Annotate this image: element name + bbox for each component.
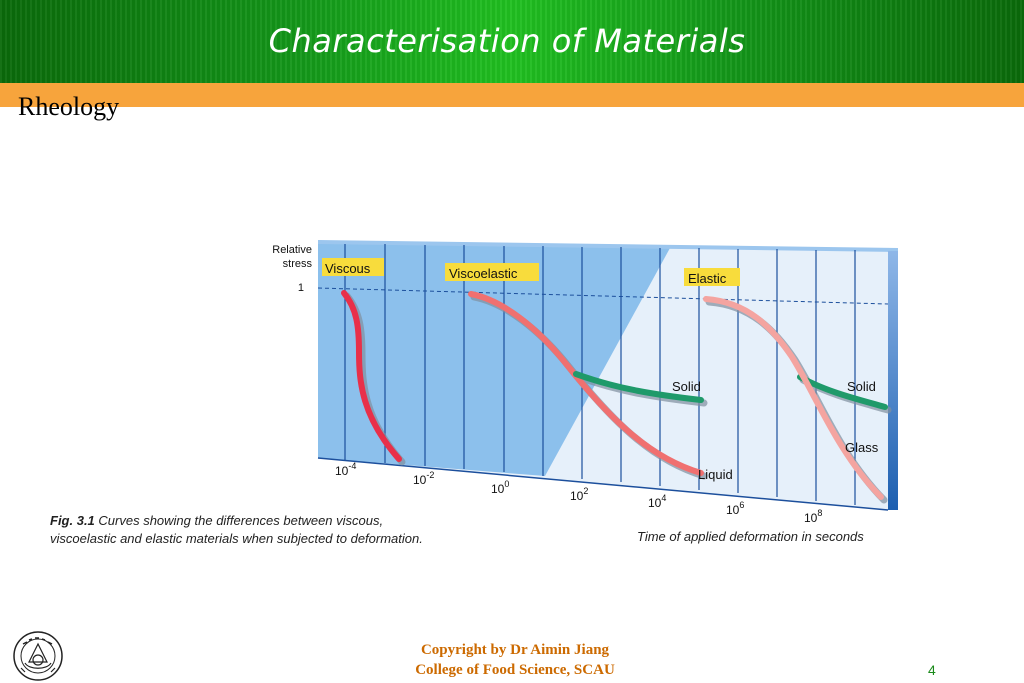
rheology-figure: Viscous Viscoelastic Elastic Solid Liqui… xyxy=(272,240,898,525)
university-seal-icon xyxy=(13,631,63,681)
title-banner: Characterisation of Materials xyxy=(0,0,1024,83)
x-tick-label: 100 xyxy=(491,479,509,496)
solid-label-2: Solid xyxy=(847,379,876,394)
solid-label-1: Solid xyxy=(672,379,701,394)
section-title: Rheology xyxy=(18,92,120,121)
elastic-label-box xyxy=(684,268,740,286)
y-axis-label-relative: Relative xyxy=(272,244,312,256)
glass-label: Glass xyxy=(845,440,879,455)
copyright-line2: College of Food Science, SCAU xyxy=(415,662,615,678)
viscoelastic-label: Viscoelastic xyxy=(449,266,518,281)
x-tick-label: 108 xyxy=(804,508,822,525)
y-tick-1: 1 xyxy=(298,282,304,294)
caption-label: Fig. 3.1 xyxy=(50,513,95,528)
x-tick-label: 10-4 xyxy=(335,461,356,478)
y-axis-label-stress: stress xyxy=(283,258,313,270)
viscoelastic-label-box xyxy=(445,263,539,281)
caption-line2: viscoelastic and elastic materials when … xyxy=(50,531,423,546)
x-tick-label: 106 xyxy=(726,500,744,517)
x-tick-label: 102 xyxy=(570,486,588,503)
x-axis-baseline xyxy=(317,457,889,511)
page-number: 4 xyxy=(928,662,936,678)
slide-title: Characterisation of Materials xyxy=(268,22,746,60)
x-axis-title: Time of applied deformation in seconds xyxy=(637,529,864,544)
viscous-curve xyxy=(341,290,402,462)
elastic-label: Elastic xyxy=(688,271,727,286)
caption-line1: Curves showing the differences between v… xyxy=(94,513,384,528)
liquid-label: Liquid xyxy=(698,467,733,482)
copyright-notice: Copyright by Dr Aimin Jiang College of F… xyxy=(380,640,650,680)
x-tick-labels: 10-4 10-2 100 102 104 106 108 xyxy=(335,461,822,525)
viscous-label: Viscous xyxy=(325,261,371,276)
viscous-label-box xyxy=(322,258,384,276)
figure-caption: Fig. 3.1 Curves showing the differences … xyxy=(50,512,423,548)
elastic-glass-curve xyxy=(703,296,884,500)
grid-lines xyxy=(344,244,856,505)
x-tick-label: 10-2 xyxy=(413,470,434,487)
orange-divider-bar xyxy=(0,83,1024,107)
panel-top-edge xyxy=(318,240,898,252)
viscoelastic-solid-curve xyxy=(573,371,704,403)
viscoelastic-liquid-curve xyxy=(468,291,704,476)
panel-side-face xyxy=(888,251,898,510)
copyright-line1: Copyright by Dr Aimin Jiang xyxy=(420,642,610,658)
x-tick-label: 104 xyxy=(648,493,666,510)
